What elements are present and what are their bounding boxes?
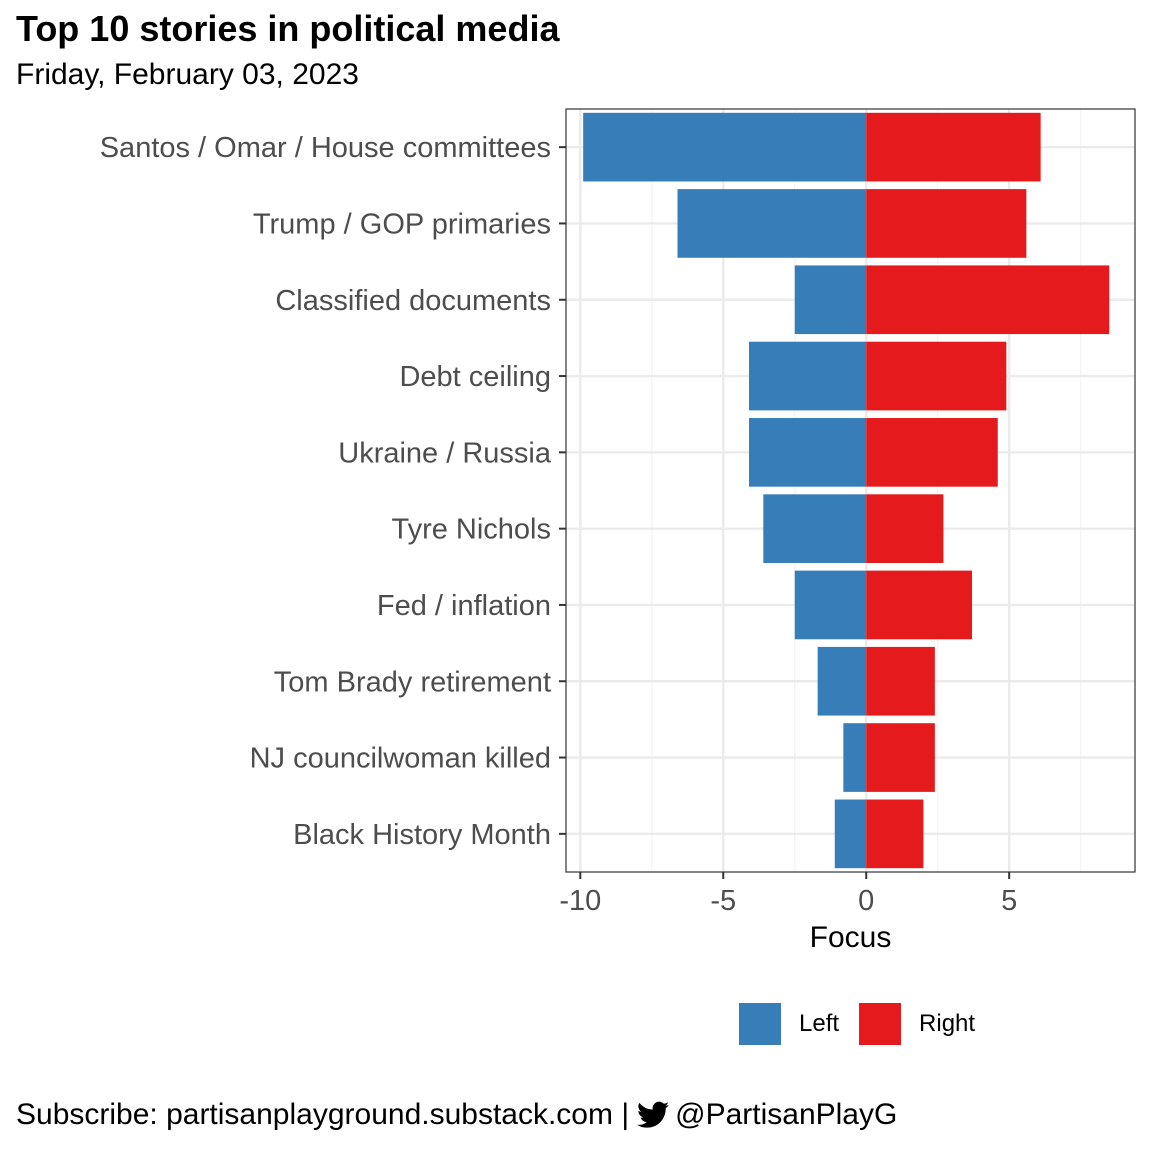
x-axis: -10 -5 0 5 [559,872,1017,917]
bar-right [866,646,935,716]
bar-left [834,799,867,869]
bar-right [866,341,1007,411]
bar-chart: Santos / Omar / House committees Trump / … [100,108,1136,954]
y-tick-label: Trump / GOP primaries [253,208,551,240]
bar-left [677,189,867,258]
legend-swatch-left [739,1003,781,1045]
legend-swatch-right [859,1003,902,1045]
chart-title: Top 10 stories in political media [16,8,560,49]
y-axis: Santos / Omar / House committees Trump / … [100,132,566,851]
y-tick-label: Black History Month [293,819,551,851]
y-tick-label: Debt ceiling [399,361,551,393]
y-tick-label: Tom Brady retirement [274,666,551,698]
y-tick-label: Fed / inflation [377,590,551,622]
bars [583,112,1110,869]
y-tick-label: Ukraine / Russia [338,437,552,469]
twitter-bird-icon [637,1101,670,1128]
y-tick-label: NJ councilwoman killed [250,743,551,775]
y-tick-label: Santos / Omar / House committees [100,132,551,164]
bar-left [748,418,867,487]
x-tick-label: -10 [559,885,601,917]
bar-left [748,341,867,411]
bar-right [866,723,935,792]
y-tick-label: Classified documents [275,285,551,317]
bar-right [866,494,944,563]
bar-left [583,112,867,182]
x-tick-label: 5 [1001,885,1017,917]
legend: Left Right [739,1003,995,1045]
panel-border [565,108,1136,873]
bar-right [866,799,924,869]
bar-left [794,265,867,335]
bar-right [866,570,973,640]
bar-left [763,494,867,563]
x-axis-label: Focus [810,921,892,954]
bar-right [866,418,998,487]
bar-right [866,112,1041,182]
legend-item-left: Left [739,1003,839,1045]
bar-right [866,265,1110,335]
legend-label-left: Left [799,1010,840,1037]
x-tick-label: -5 [710,885,736,917]
bar-left [843,723,867,792]
footer: Subscribe: partisanplayground.substack.c… [16,1098,897,1132]
bar-left [794,570,867,640]
footer-handle: @PartisanPlayG [675,1098,898,1131]
legend-item-right: Right [859,1003,975,1045]
y-tick-label: Tyre Nichols [391,514,551,546]
chart-subtitle: Friday, February 03, 2023 [16,58,359,91]
bar-left [817,646,867,716]
footer-text: Subscribe: partisanplayground.substack.c… [16,1098,630,1131]
bar-right [866,189,1027,258]
legend-label-right: Right [919,1010,976,1037]
x-tick-label: 0 [858,885,874,917]
